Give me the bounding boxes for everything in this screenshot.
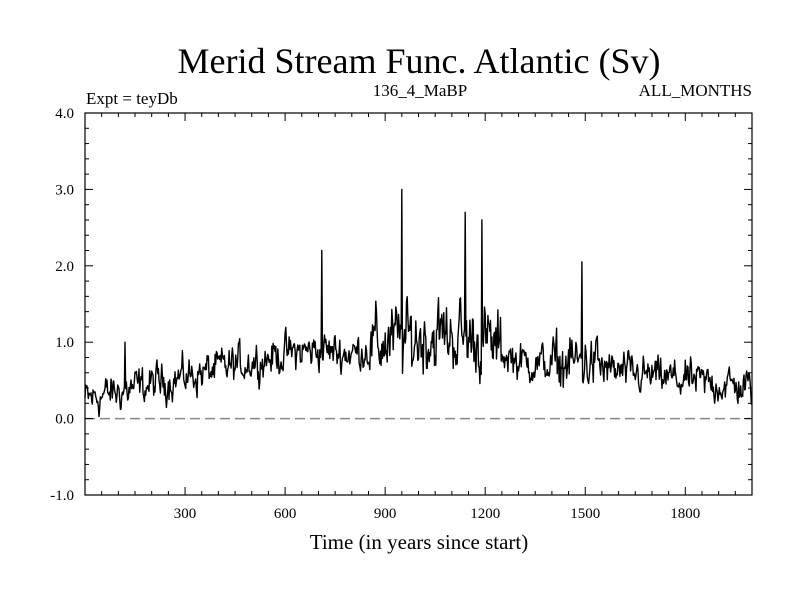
y-tick-label: 4.0 [55,106,74,122]
chart-title: Merid Stream Func. Atlantic (Sv) [178,41,661,81]
y-tick-label: 0.0 [55,412,74,428]
y-tick-label: 2.0 [55,259,74,275]
y-tick-label: -1.0 [50,488,74,504]
x-tick-label: 1800 [670,506,700,522]
plot-layer: 300 600 900 1200 1500 1800 -1.0 0.0 1.0 2.0 3.0 4.0 [50,106,753,522]
y-tick-label: 1.0 [55,335,74,351]
x-axis-label: Time (in years since start) [310,530,529,554]
series-line [84,188,753,418]
experiment-label: Expt = teyDb [86,89,178,108]
plot-frame [84,112,753,496]
x-tick-label: 1500 [570,506,600,522]
y-tick-label: 3.0 [55,182,74,198]
x-tick-label: 300 [174,506,197,522]
x-tick-label: 600 [274,506,297,522]
months-label: ALL_MONTHS [639,81,752,100]
run-label: 136_4_MaBP [373,81,467,100]
x-tick-label: 900 [374,506,397,522]
x-tick-label: 1200 [470,506,500,522]
